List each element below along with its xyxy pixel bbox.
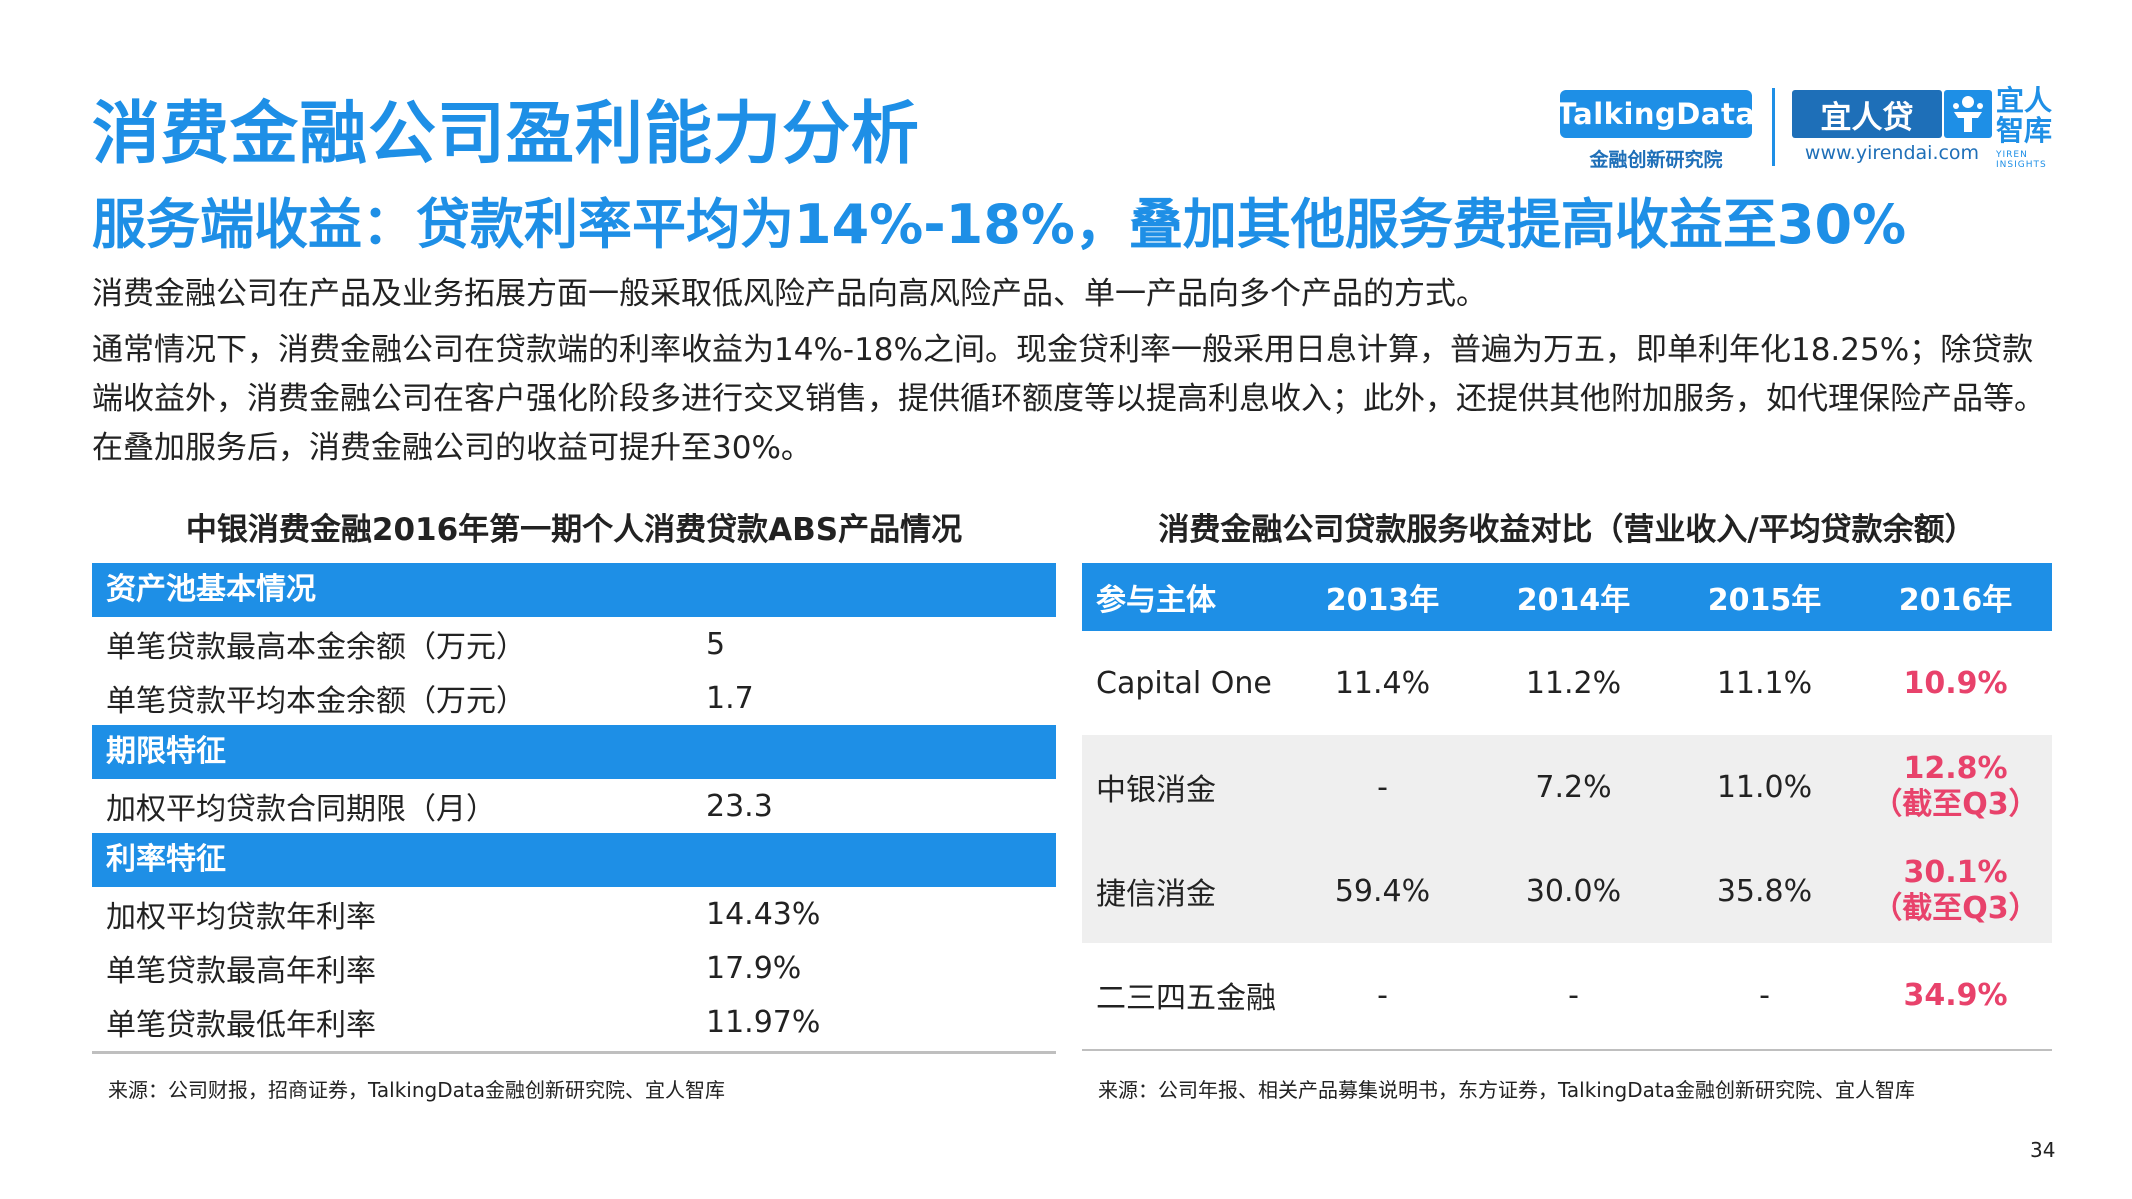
table-row: Capital One 11.4% 11.2% 11.1% 10.9% xyxy=(1082,631,2052,735)
row-value: 5 xyxy=(706,626,726,662)
table-bottom-rule xyxy=(92,1051,1056,1054)
row-value: 1.7 xyxy=(706,680,754,716)
table-row: 捷信消金 59.4% 30.0% 35.8% 30.1% （截至Q3） xyxy=(1082,839,2052,943)
abs-product-table: 资产池基本情况 单笔贷款最高本金余额（万元） 5 单笔贷款平均本金余额（万元） … xyxy=(92,563,1056,1049)
cell-2015: - xyxy=(1759,977,1770,1013)
cell-2016-value: 30.1% xyxy=(1903,855,2008,890)
table-bottom-rule xyxy=(1082,1049,2052,1051)
cell-2014: 7.2% xyxy=(1535,769,1612,805)
cell-2013: - xyxy=(1377,977,1388,1013)
cell-2014: 11.2% xyxy=(1525,665,1622,701)
table-row: 单笔贷款平均本金余额（万元） 1.7 xyxy=(92,671,1056,725)
cell-2014: - xyxy=(1568,977,1579,1013)
service-yield-table: 参与主体 2013年 2014年 2015年 2016年 Capital One… xyxy=(1082,563,2052,1047)
table-row: 中银消金 - 7.2% 11.0% 12.8% （截至Q3） xyxy=(1082,735,2052,839)
cell-2015: 11.0% xyxy=(1716,769,1813,805)
table-row: 单笔贷款最高年利率 17.9% xyxy=(92,941,1056,995)
cell-2016-note: （截至Q3） xyxy=(1872,787,2039,822)
body-paragraph-2: 通常情况下，消费金融公司在贷款端的利率收益为14%-18%之间。现金贷利率一般采… xyxy=(92,332,2045,466)
row-label: 单笔贷款最高本金余额（万元） xyxy=(106,630,526,665)
column-header: 2015年 xyxy=(1707,583,1822,618)
row-label: 加权平均贷款合同期限（月） xyxy=(106,792,496,827)
row-value: 14.43% xyxy=(706,896,821,932)
page-title: 消费金融公司盈利能力分析 xyxy=(92,95,921,174)
row-value: 11.97% xyxy=(706,1004,821,1040)
cell-2016: 10.9% xyxy=(1903,665,2008,701)
right-table-title: 消费金融公司贷款服务收益对比（营业收入/平均贷款余额） xyxy=(1158,512,1976,548)
row-label: 单笔贷款最高年利率 xyxy=(106,954,376,989)
column-header: 2014年 xyxy=(1516,583,1631,618)
table-row: 单笔贷款最高本金余额（万元） 5 xyxy=(92,617,1056,671)
table-section-header: 利率特征 xyxy=(92,833,1056,887)
table-row: 加权平均贷款年利率 14.43% xyxy=(92,887,1056,941)
column-header: 2016年 xyxy=(1898,583,2013,618)
body-paragraph-1: 消费金融公司在产品及业务拓展方面一般采取低风险产品向高风险产品、单一产品向多个产… xyxy=(92,276,1487,312)
table-header-row: 参与主体 2013年 2014年 2015年 2016年 xyxy=(1082,563,2052,631)
row-value: 17.9% xyxy=(706,950,802,986)
table-section-header: 资产池基本情况 xyxy=(92,563,1056,617)
table-row: 二三四五金融 - - - 34.9% xyxy=(1082,943,2052,1047)
table-row: 单笔贷款最低年利率 11.97% xyxy=(92,995,1056,1049)
cell-2013: 59.4% xyxy=(1334,873,1431,909)
yiren-zhiku-logo: 宜人 智库 xyxy=(1996,84,2053,147)
row-label: 单笔贷款平均本金余额（万元） xyxy=(106,684,526,719)
yiren-insights-label: YIREN INSIGHTS xyxy=(1996,150,2047,170)
cell-2015: 11.1% xyxy=(1716,665,1813,701)
talkingdata-logo: TalkingData xyxy=(1557,90,1755,138)
cell-2013: - xyxy=(1377,769,1388,805)
yirendai-person-icon xyxy=(1944,90,1992,138)
column-header: 参与主体 xyxy=(1096,583,1216,618)
yirendai-url: www.yirendai.com xyxy=(1804,142,1980,164)
page-number: 34 xyxy=(2030,1138,2056,1162)
row-label: 单笔贷款最低年利率 xyxy=(106,1008,376,1043)
cell-2016-value: 12.8% xyxy=(1903,751,2008,786)
cell-2016: 12.8% （截至Q3） xyxy=(1860,751,2051,823)
cell-2016: 30.1% （截至Q3） xyxy=(1860,855,2051,927)
cell-2014: 30.0% xyxy=(1525,873,1622,909)
logo-divider xyxy=(1772,88,1775,166)
table-row: 加权平均贷款合同期限（月） 23.3 xyxy=(92,779,1056,833)
left-source-note: 来源：公司财报，招商证券，TalkingData金融创新研究院、宜人智库 xyxy=(108,1078,725,1102)
table-section-header: 期限特征 xyxy=(92,725,1056,779)
entity-name: 捷信消金 xyxy=(1096,877,1216,912)
left-table-title: 中银消费金融2016年第一期个人消费贷款ABS产品情况 xyxy=(185,512,963,548)
entity-name: Capital One xyxy=(1096,665,1272,701)
row-value: 23.3 xyxy=(706,788,773,824)
entity-name: 中银消金 xyxy=(1096,773,1216,808)
yirendai-logo: 宜人贷 xyxy=(1792,90,1942,138)
cell-2016-note: （截至Q3） xyxy=(1872,891,2039,926)
row-label: 加权平均贷款年利率 xyxy=(106,900,376,935)
entity-name: 二三四五金融 xyxy=(1096,981,1276,1016)
page-subtitle: 服务端收益：贷款利率平均为14%-18%，叠加其他服务费提高收益至30% xyxy=(92,193,1907,256)
column-header: 2013年 xyxy=(1325,583,1440,618)
cell-2015: 35.8% xyxy=(1716,873,1813,909)
cell-2013: 11.4% xyxy=(1334,665,1431,701)
right-source-note: 来源：公司年报、相关产品募集说明书，东方证券，TalkingData金融创新研究… xyxy=(1098,1078,1915,1102)
talkingdata-logo-subtitle: 金融创新研究院 xyxy=(1589,149,1723,171)
cell-2016: 34.9% xyxy=(1903,977,2008,1013)
